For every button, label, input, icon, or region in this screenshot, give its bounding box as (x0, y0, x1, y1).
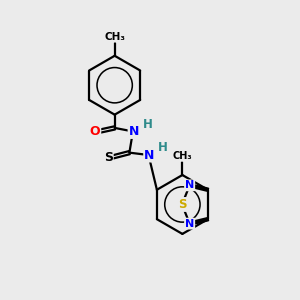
Text: O: O (90, 125, 100, 138)
Text: N: N (185, 219, 194, 229)
Text: H: H (143, 118, 153, 131)
Text: N: N (185, 180, 194, 190)
Text: CH₃: CH₃ (104, 32, 125, 42)
Text: S: S (178, 198, 186, 211)
Text: S: S (104, 151, 113, 164)
Text: H: H (158, 141, 168, 154)
Text: N: N (129, 125, 139, 138)
Text: N: N (144, 148, 154, 161)
Text: CH₃: CH₃ (172, 151, 192, 161)
